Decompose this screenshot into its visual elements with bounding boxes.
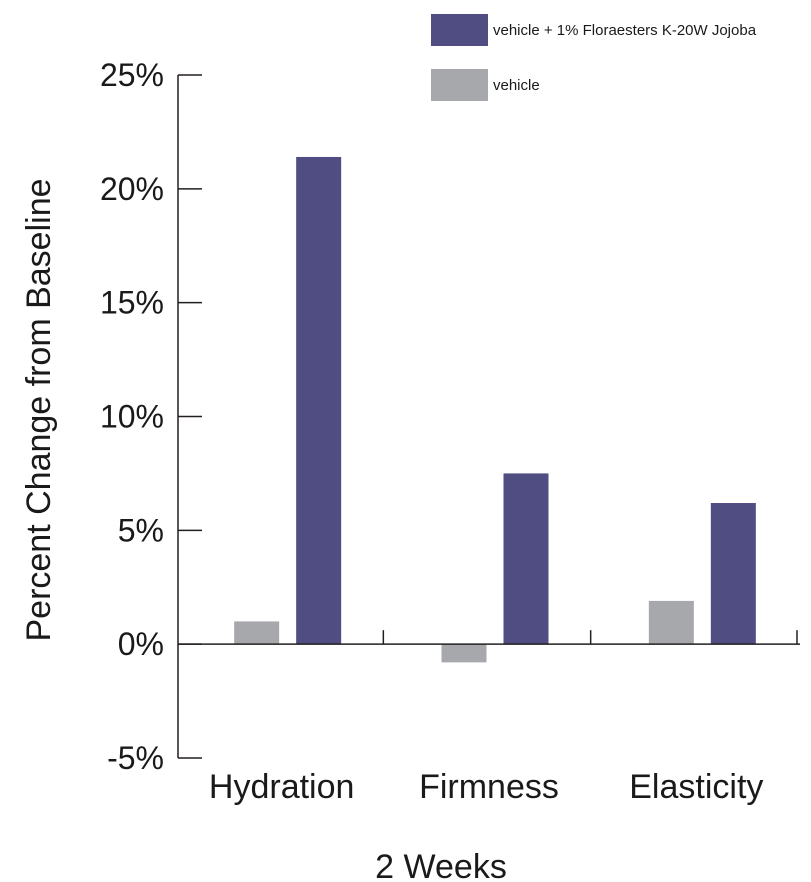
y-tick-label: 15% (100, 285, 164, 321)
chart-legend: vehicle + 1% Floraesters K-20W Jojoba veh… (431, 14, 757, 101)
axes-group: -5% 0% 5% 10% 15% 20% 25% Hydration Firmness Elas… (100, 57, 800, 806)
x-category-label: Firmness (419, 768, 559, 806)
y-tick-label: 10% (100, 399, 164, 435)
bar-elasticity-floraesters (710, 503, 756, 645)
y-tick-label: 25% (100, 57, 164, 93)
x-category-label: Hydration (209, 768, 355, 806)
legend-swatch (431, 69, 488, 101)
bar-elasticity-vehicle (648, 600, 694, 645)
x-axis-title: 2 Weeks (375, 848, 507, 882)
legend-label: vehicle (493, 77, 540, 94)
legend-label: vehicle + 1% Floraesters K-20W Jojoba (493, 22, 757, 39)
bar-hydration-floraesters (296, 156, 342, 645)
x-category-label: Elasticity (629, 768, 763, 806)
y-tick-label: 20% (100, 171, 164, 207)
bar-firmness-floraesters (503, 473, 549, 645)
legend-swatch (431, 14, 488, 46)
bars-group (234, 156, 756, 663)
bar-hydration-vehicle (234, 621, 280, 645)
y-tick-label: 5% (118, 512, 164, 548)
y-tick-label: -5% (107, 740, 164, 776)
bar-firmness-vehicle (441, 644, 487, 663)
y-tick-label: 0% (118, 626, 164, 662)
y-axis-title: Percent Change from Baseline (20, 178, 58, 641)
